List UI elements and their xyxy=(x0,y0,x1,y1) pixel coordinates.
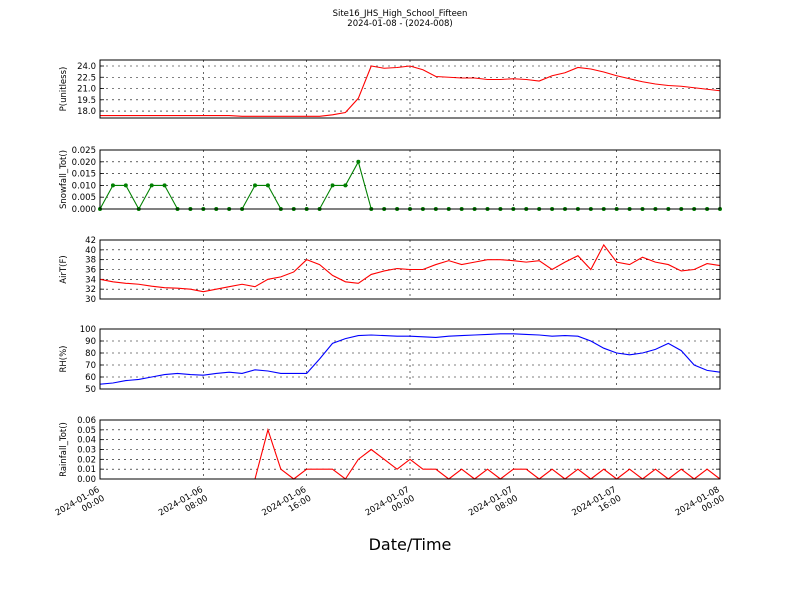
data-point xyxy=(110,183,115,188)
y-axis-label: Snowfall_Tot() xyxy=(59,150,69,209)
y-tick-label: 50 xyxy=(85,385,96,395)
x-tick-label: 2024-01-0716:00 xyxy=(570,485,623,527)
y-tick-label: 0.015 xyxy=(72,170,96,180)
y-tick-label: 0.01 xyxy=(77,465,96,475)
y-tick-label: 24.0 xyxy=(77,62,96,72)
y-axis-label: AirT(F) xyxy=(59,255,69,283)
data-point xyxy=(162,183,167,188)
x-tick-label: 2024-01-0608:00 xyxy=(157,485,210,527)
x-tick-label: 2024-01-0708:00 xyxy=(467,485,520,527)
data-line xyxy=(99,333,721,385)
y-tick-label: 21.0 xyxy=(77,85,96,95)
y-tick-label: 0.010 xyxy=(72,181,96,191)
x-tick-label: 2024-01-0600:00 xyxy=(54,485,107,527)
x-tick-label: 2024-01-0700:00 xyxy=(364,485,417,527)
y-axis-label: RH(%) xyxy=(59,345,69,372)
data-point xyxy=(265,183,270,188)
y-axis-label: P(unitless) xyxy=(59,67,69,112)
y-tick-label: 0.05 xyxy=(77,426,96,436)
data-point xyxy=(149,183,154,188)
y-tick-label: 70 xyxy=(85,361,96,371)
data-point xyxy=(253,183,257,188)
y-tick-label: 0.04 xyxy=(77,436,96,446)
y-tick-label: 80 xyxy=(85,349,96,359)
y-tick-label: 42 xyxy=(85,236,96,246)
plot-frame xyxy=(99,239,721,300)
plot-frame xyxy=(99,59,721,119)
y-tick-label: 38 xyxy=(85,256,96,266)
data-point xyxy=(343,183,348,188)
y-tick-label: 0.03 xyxy=(77,446,96,456)
chart-title: Site16_JHS_High_School_Fifteen xyxy=(333,9,468,19)
y-tick-label: 22.5 xyxy=(77,73,96,83)
y-tick-label: 32 xyxy=(85,285,96,295)
plot-frame xyxy=(99,328,721,390)
y-tick-label: 60 xyxy=(85,373,96,383)
y-tick-label: 19.5 xyxy=(77,96,96,106)
y-tick-label: 30 xyxy=(85,295,96,305)
y-tick-label: 18.0 xyxy=(77,107,96,117)
x-axis-label: Date/Time xyxy=(369,535,452,554)
y-axis-label: Rainfall_Tot() xyxy=(59,422,69,477)
y-tick-label: 0.025 xyxy=(72,146,96,156)
y-tick-label: 40 xyxy=(85,246,96,256)
y-tick-label: 0.06 xyxy=(77,416,96,426)
x-tick-label: 2024-01-0616:00 xyxy=(260,485,313,527)
y-tick-label: 36 xyxy=(85,266,96,276)
y-tick-label: 0.000 xyxy=(72,205,96,215)
data-line xyxy=(100,427,721,480)
data-line xyxy=(100,65,721,117)
y-tick-label: 100 xyxy=(80,325,96,335)
y-tick-label: 0.00 xyxy=(77,475,96,485)
plot-frame xyxy=(99,149,721,210)
chart-subtitle: 2024-01-08 - (2024-008) xyxy=(347,19,452,29)
plot-frame xyxy=(99,419,721,480)
y-tick-label: 90 xyxy=(85,337,96,347)
data-point xyxy=(356,159,361,164)
y-tick-label: 0.020 xyxy=(72,158,96,168)
data-line xyxy=(99,243,721,293)
y-tick-label: 0.02 xyxy=(77,455,96,465)
y-tick-label: 34 xyxy=(85,275,96,285)
data-point xyxy=(123,183,128,188)
data-point xyxy=(330,183,335,188)
x-tick-label: 2024-01-0800:00 xyxy=(674,485,727,527)
y-tick-label: 0.005 xyxy=(72,193,96,203)
